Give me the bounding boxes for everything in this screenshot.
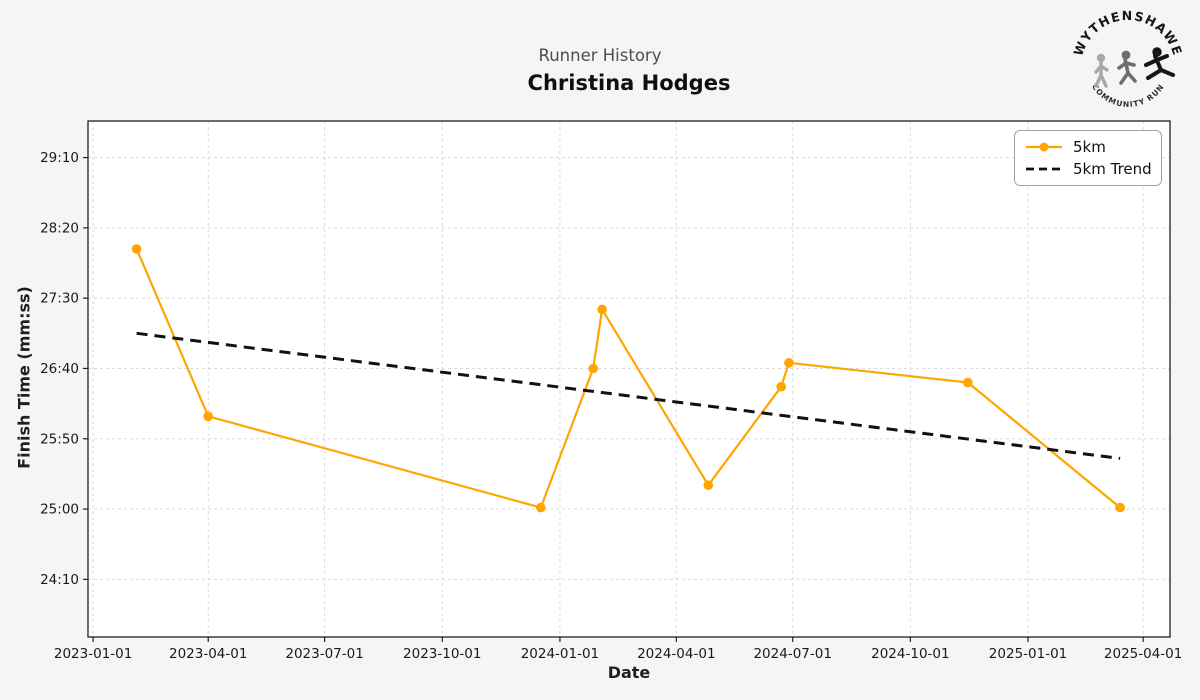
logo-arc-bottom: COMMUNITY RUN <box>1090 82 1166 109</box>
y-tick-label: 28:20 <box>40 220 79 236</box>
x-tick-label: 2023-01-01 <box>54 646 132 662</box>
data-point <box>131 244 142 254</box>
legend-item-5km: 5km <box>1024 138 1155 156</box>
data-point <box>597 304 607 315</box>
x-tick-label: 2023-04-01 <box>169 646 247 662</box>
trend-line <box>136 331 1121 460</box>
legend: 5km 5km Trend <box>1014 130 1162 186</box>
data-point <box>588 363 598 374</box>
y-tick-label: 25:50 <box>40 431 79 447</box>
x-tick-label: 2024-04-01 <box>637 646 715 662</box>
y-tick-label: 29:10 <box>40 150 79 166</box>
runner-walking-icon <box>1094 53 1109 88</box>
runner-jogging-icon <box>1117 50 1137 85</box>
x-tick-label: 2024-10-01 <box>871 646 949 662</box>
x-tick-label: 2024-01-01 <box>521 646 599 662</box>
logo-arc-top: WYTHENSHAWE <box>1070 8 1185 58</box>
runner-sprinting-icon <box>1144 47 1175 80</box>
page-title: Christina Hodges <box>527 71 731 95</box>
logo-bottom-text: COMMUNITY RUN <box>1090 82 1165 109</box>
data-point <box>1115 502 1125 513</box>
x-tick-label: 2023-10-01 <box>403 646 481 662</box>
y-tick-label: 25:00 <box>40 502 79 518</box>
data-point <box>536 502 546 513</box>
figure-subtitle: Runner History <box>538 46 662 65</box>
x-tick-label: 2023-07-01 <box>285 646 363 662</box>
legend-line-sample-5km-trend <box>1026 167 1062 171</box>
x-tick-label: 2025-01-01 <box>989 646 1067 662</box>
data-point <box>203 411 213 422</box>
y-tick-label: 27:30 <box>40 291 79 307</box>
x-tick-label: 2024-07-01 <box>753 646 831 662</box>
y-axis-label: Finish Time (mm:ss) <box>14 286 34 469</box>
series-5km-line <box>135 248 1121 509</box>
legend-item-5km-trend: 5km Trend <box>1024 160 1155 178</box>
data-point <box>776 381 786 392</box>
plot-border <box>87 120 1171 638</box>
data-point <box>963 377 973 388</box>
plot-background <box>88 121 1170 637</box>
y-tick-label: 26:40 <box>40 361 79 377</box>
x-axis-label: Date <box>607 663 651 682</box>
x-tick-label: 2025-04-01 <box>1104 646 1182 662</box>
logo-top-text: WYTHENSHAWE <box>1070 8 1184 58</box>
legend-line-sample-5km <box>1026 142 1062 152</box>
y-tick-label: 24:10 <box>40 572 79 588</box>
legend-label-5km: 5km <box>1073 137 1106 156</box>
legend-label-5km-trend: 5km Trend <box>1073 160 1152 179</box>
data-point <box>703 480 714 491</box>
community-run-logo: WYTHENSHAWE COMMUNITY RUN <box>1070 8 1185 109</box>
data-point <box>784 358 794 368</box>
